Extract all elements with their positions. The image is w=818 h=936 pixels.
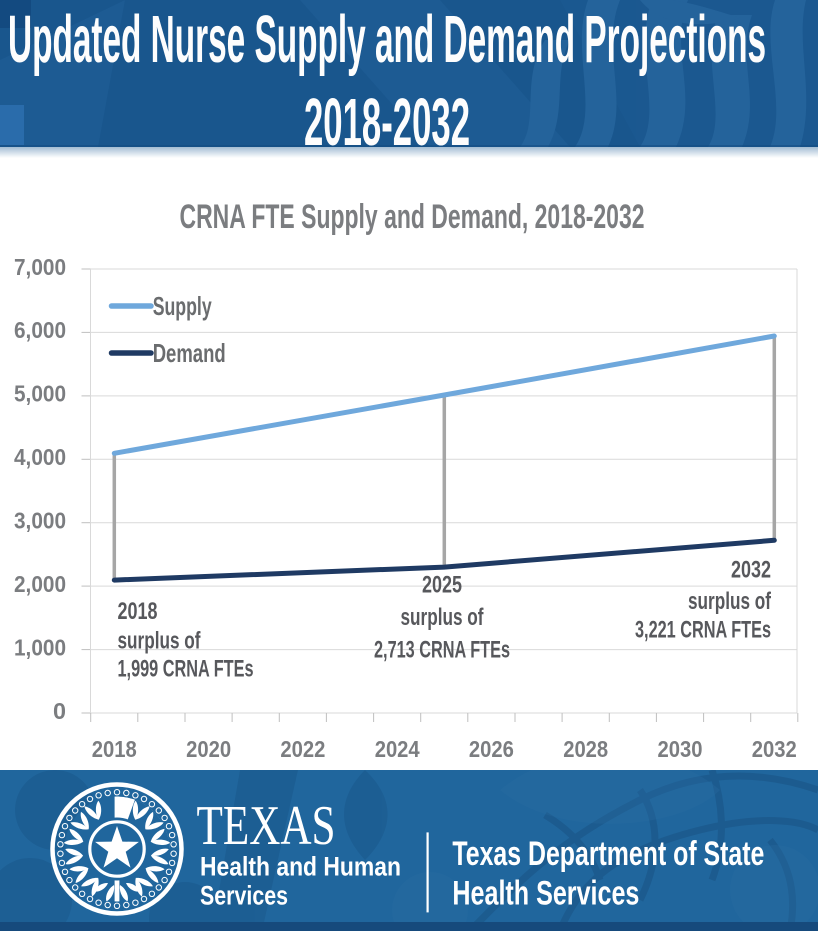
svg-text:2018: 2018 [118,598,158,625]
svg-text:Texas Department of State: Texas Department of State [452,835,764,873]
svg-text:surplus of: surplus of [401,604,485,631]
svg-text:2020: 2020 [186,736,231,762]
svg-text:Demand: Demand [153,338,226,368]
svg-text:0: 0 [53,698,66,724]
svg-text:surplus of: surplus of [118,628,202,655]
svg-text:4,000: 4,000 [14,444,66,470]
svg-text:3,000: 3,000 [14,508,66,534]
svg-text:surplus of: surplus of [688,588,772,615]
svg-text:6,000: 6,000 [14,317,66,343]
svg-text:CRNA FTE Supply and Demand, 20: CRNA FTE Supply and Demand, 2018-2032 [180,198,645,236]
svg-text:TEXAS: TEXAS [197,795,336,857]
svg-text:1,000: 1,000 [14,634,66,660]
svg-text:3,221 CRNA FTEs: 3,221 CRNA FTEs [635,617,771,644]
svg-text:Health Services: Health Services [452,875,639,913]
svg-text:Health and Human: Health and Human [200,851,401,881]
svg-text:Supply: Supply [153,291,212,321]
svg-text:1,999 CRNA FTEs: 1,999 CRNA FTEs [118,656,254,683]
svg-text:2032: 2032 [731,557,771,584]
svg-text:2032: 2032 [752,736,797,762]
svg-text:2,000: 2,000 [14,571,66,597]
svg-text:2018: 2018 [92,736,137,762]
svg-text:2025: 2025 [422,572,462,599]
svg-text:2024: 2024 [375,736,420,762]
svg-text:Updated Nurse Supply and Deman: Updated Nurse Supply and Demand Projecti… [8,2,766,77]
svg-text:2,713 CRNA FTEs: 2,713 CRNA FTEs [374,637,510,664]
svg-text:7,000: 7,000 [14,254,66,280]
svg-text:2026: 2026 [469,736,514,762]
svg-text:2018-2032: 2018-2032 [304,85,470,160]
svg-text:5,000: 5,000 [14,381,66,407]
svg-text:2030: 2030 [658,736,703,762]
svg-text:2028: 2028 [563,736,608,762]
svg-text:2022: 2022 [280,736,325,762]
svg-text:Services: Services [200,880,288,910]
